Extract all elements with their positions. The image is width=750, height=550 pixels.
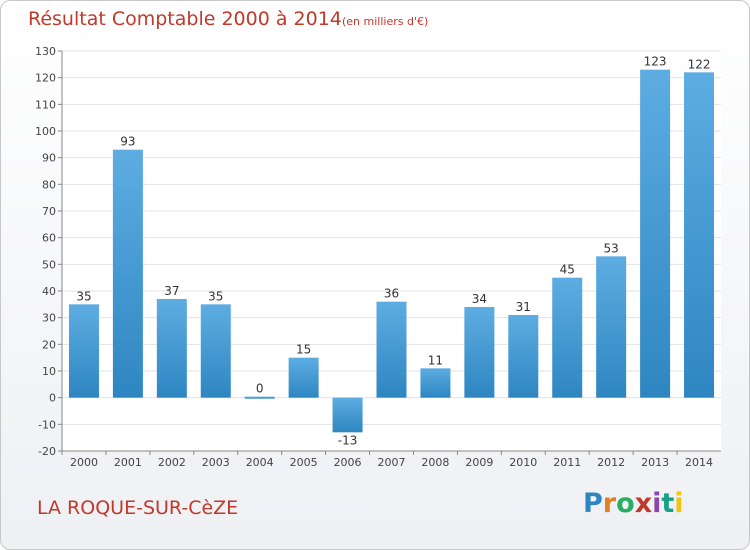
- bar-2009: [464, 307, 495, 398]
- value-label-2006: -13: [338, 433, 358, 447]
- bar-2012: [596, 256, 627, 398]
- bar-2000: [68, 304, 99, 398]
- logo-letter: r: [602, 488, 617, 519]
- value-label-2001: 93: [120, 135, 135, 149]
- value-label-2007: 36: [384, 287, 399, 301]
- value-label-2000: 35: [76, 289, 91, 303]
- logo-letter: o: [616, 488, 635, 519]
- y-tick-label: 0: [49, 392, 56, 405]
- y-tick-label: -20: [38, 445, 56, 458]
- logo-letter: t: [661, 488, 675, 519]
- value-label-2010: 31: [516, 300, 531, 314]
- bar-2013: [640, 69, 671, 398]
- x-tick-label-2009: 2009: [465, 456, 493, 469]
- y-tick-label: 80: [42, 178, 56, 191]
- bar-2008: [420, 368, 451, 398]
- value-label-2005: 15: [296, 343, 311, 357]
- logo-letter: i: [652, 488, 662, 519]
- value-label-2002: 37: [164, 284, 179, 298]
- bar-2006: [332, 397, 363, 433]
- x-tick-label-2005: 2005: [290, 456, 318, 469]
- x-tick-label-2002: 2002: [158, 456, 186, 469]
- value-label-2013: 123: [644, 55, 667, 69]
- x-tick-label-2006: 2006: [334, 456, 362, 469]
- x-tick-label-2000: 2000: [70, 456, 98, 469]
- chart-title: Résultat Comptable 2000 à 2014: [28, 8, 342, 30]
- y-tick-label: -10: [38, 418, 56, 431]
- y-tick-label: 110: [35, 98, 56, 111]
- value-label-2008: 11: [428, 353, 443, 367]
- x-tick-label-2003: 2003: [202, 456, 230, 469]
- x-tick-label-2007: 2007: [378, 456, 406, 469]
- bar-2001: [112, 149, 143, 398]
- value-label-2004: 0: [256, 382, 264, 396]
- y-tick-label: 50: [42, 258, 56, 271]
- value-label-2009: 34: [472, 292, 487, 306]
- y-tick-label: 70: [42, 205, 56, 218]
- value-label-2012: 53: [604, 241, 619, 255]
- x-tick-label-2004: 2004: [246, 456, 274, 469]
- logo-letter: i: [674, 488, 684, 519]
- y-tick-label: 100: [35, 125, 56, 138]
- logo-letter: P: [583, 488, 603, 519]
- value-label-2011: 45: [560, 263, 575, 277]
- y-tick-label: 60: [42, 232, 56, 245]
- place-name: LA ROQUE-SUR-CèZE: [37, 497, 239, 519]
- x-tick-label-2010: 2010: [509, 456, 537, 469]
- y-tick-label: 120: [35, 72, 56, 85]
- x-tick-label-2012: 2012: [597, 456, 625, 469]
- y-tick-label: 20: [42, 338, 56, 351]
- bar-2007: [376, 301, 407, 398]
- bar-2010: [508, 315, 539, 398]
- value-label-2003: 35: [208, 289, 223, 303]
- bar-2011: [552, 277, 583, 398]
- bar-2005: [288, 357, 319, 398]
- x-tick-label-2001: 2001: [114, 456, 142, 469]
- x-tick-label-2008: 2008: [421, 456, 449, 469]
- bar-2003: [200, 304, 231, 398]
- bar-2014: [684, 72, 715, 398]
- chart-subtitle: (en milliers d'€): [342, 15, 429, 28]
- value-label-2014: 122: [688, 57, 711, 71]
- y-tick-label: 40: [42, 285, 56, 298]
- bar-2002: [156, 299, 187, 398]
- proxiti-logo: Proxiti: [583, 488, 684, 519]
- y-tick-label: 130: [35, 45, 56, 58]
- x-tick-label-2013: 2013: [641, 456, 669, 469]
- y-tick-label: 90: [42, 152, 56, 165]
- bar-2004: [244, 396, 275, 399]
- logo-letter: x: [634, 488, 653, 519]
- y-tick-label: 10: [42, 365, 56, 378]
- x-tick-label-2014: 2014: [685, 456, 713, 469]
- y-tick-label: 30: [42, 312, 56, 325]
- x-tick-label-2011: 2011: [553, 456, 581, 469]
